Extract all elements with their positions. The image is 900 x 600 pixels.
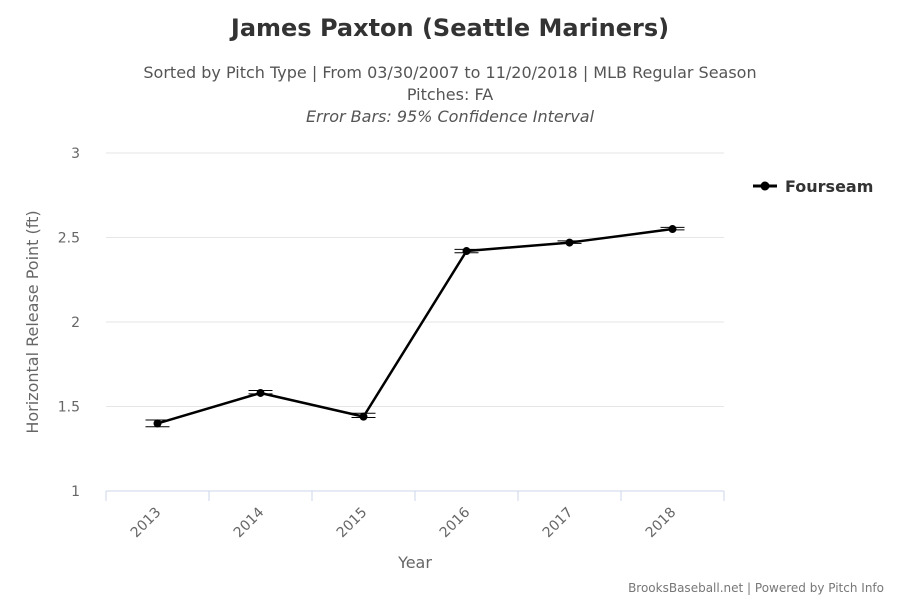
x-tick-label: 2016 bbox=[437, 504, 474, 541]
chart-subtitle-line-1: Sorted by Pitch Type | From 03/30/2007 t… bbox=[143, 63, 756, 82]
legend-label-fourseam[interactable]: Fourseam bbox=[785, 177, 873, 196]
chart-subtitle-line-2: Pitches: FA bbox=[407, 85, 493, 104]
data-point bbox=[668, 225, 677, 234]
data-point bbox=[462, 247, 471, 256]
y-tick-label: 2 bbox=[71, 315, 80, 331]
x-tick-label: 2017 bbox=[540, 505, 577, 542]
x-tick-label: 2015 bbox=[334, 505, 371, 542]
data-point bbox=[256, 388, 265, 397]
data-point bbox=[565, 238, 574, 247]
series-fourseam bbox=[145, 225, 685, 428]
x-tick-label: 2013 bbox=[128, 505, 165, 542]
chart-subtitle-line-3: Error Bars: 95% Confidence Interval bbox=[306, 107, 595, 126]
y-tick-label: 3 bbox=[71, 146, 80, 162]
data-point bbox=[359, 412, 368, 421]
y-axis-title: Horizontal Release Point (ft) bbox=[23, 210, 42, 433]
series-line bbox=[157, 227, 673, 425]
x-tick-label: 2014 bbox=[231, 504, 268, 541]
y-tick-label: 1 bbox=[71, 484, 80, 500]
x-axis-tick-labels: 2013 2014 2015 2016 2017 2018 bbox=[128, 504, 680, 541]
legend-marker-symbol bbox=[760, 181, 770, 191]
credits[interactable]: BrooksBaseball.net | Powered by Pitch In… bbox=[628, 581, 884, 595]
legend[interactable]: Fourseam bbox=[753, 177, 873, 196]
y-tick-label: 2.5 bbox=[58, 231, 80, 247]
data-point bbox=[153, 419, 162, 428]
y-gridlines bbox=[106, 152, 724, 407]
x-axis-title: Year bbox=[397, 553, 432, 572]
y-axis-ticks: 1 1.5 2 2.5 3 bbox=[58, 146, 80, 500]
y-tick-label: 1.5 bbox=[58, 400, 80, 416]
x-axis-ticks bbox=[105, 491, 725, 501]
x-tick-label: 2018 bbox=[643, 505, 680, 542]
chart-title: James Paxton (Seattle Mariners) bbox=[229, 14, 669, 42]
